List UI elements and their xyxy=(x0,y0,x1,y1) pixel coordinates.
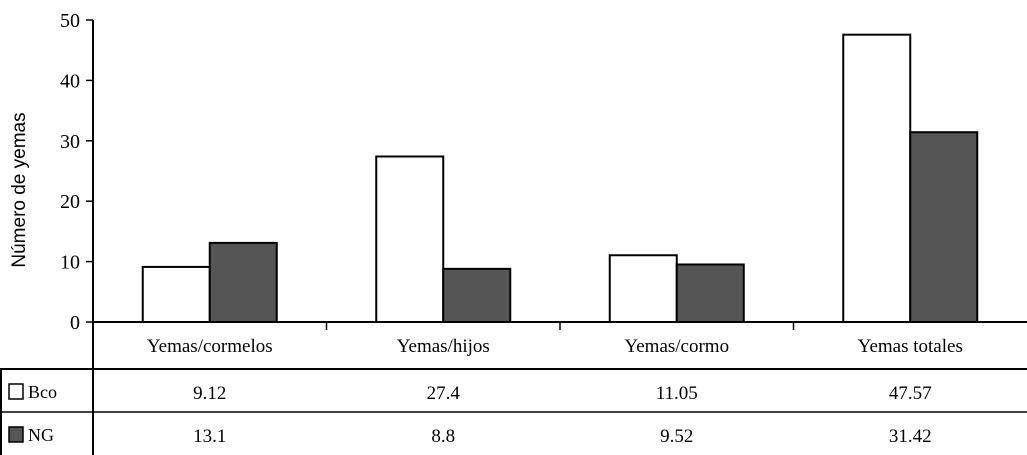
table-cell-bco: 47.57 xyxy=(889,383,932,404)
bar-bco xyxy=(375,155,445,323)
bar-ng xyxy=(909,131,979,323)
x-category-label: Yemas/hijos xyxy=(397,336,490,357)
bar-bco xyxy=(842,33,912,324)
table-cell-ng: 8.8 xyxy=(431,426,455,447)
y-tick-label: 10 xyxy=(60,252,80,274)
x-category-label: Yemas/cormo xyxy=(624,336,729,357)
bar-ng xyxy=(208,241,278,324)
legend-swatch-bco xyxy=(8,383,24,400)
table-cell-ng: 31.42 xyxy=(889,426,932,447)
bar-ng xyxy=(442,267,512,323)
y-tick-label: 20 xyxy=(60,191,80,213)
legend-swatch-ng xyxy=(8,426,24,443)
table-cell-ng: 13.1 xyxy=(193,426,226,447)
legend-label-bco: Bco xyxy=(28,382,57,402)
x-category-label: Yemas totales xyxy=(858,336,963,357)
table-cell-bco: 27.4 xyxy=(427,383,461,404)
y-tick-label: 50 xyxy=(60,10,80,32)
table-cell-bco: 11.05 xyxy=(656,383,698,404)
x-category-label: Yemas/cormelos xyxy=(147,336,273,357)
bar-bco xyxy=(141,265,211,323)
bar-bco xyxy=(608,254,678,323)
y-tick-label: 0 xyxy=(70,312,80,334)
legend-label-ng: NG xyxy=(28,425,54,445)
table-cell-bco: 9.12 xyxy=(193,383,226,404)
y-tick-label: 30 xyxy=(60,131,80,153)
y-tick-label: 40 xyxy=(60,70,80,92)
bar-ng xyxy=(675,263,745,324)
y-axis-title: Número de yemas xyxy=(9,112,30,267)
table-cell-ng: 9.52 xyxy=(660,426,693,447)
